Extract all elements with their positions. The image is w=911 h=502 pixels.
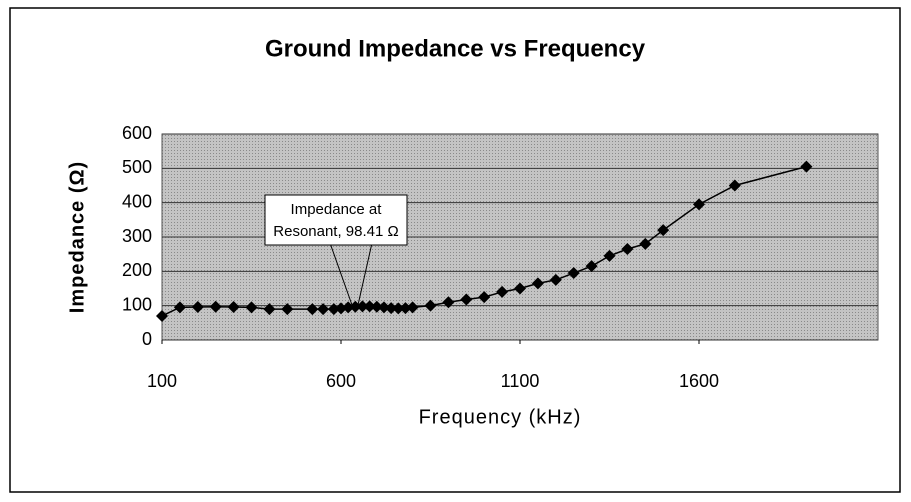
data-point (442, 296, 455, 309)
x-tick-label: 1100 (501, 371, 540, 391)
annotation-leader (357, 242, 373, 306)
data-point (728, 179, 741, 192)
data-point (406, 301, 419, 314)
data-point (399, 302, 412, 315)
data-point (327, 303, 340, 316)
data-point (514, 282, 526, 295)
data-point (567, 267, 580, 280)
data-point (377, 301, 390, 314)
data-point (549, 273, 562, 286)
data-point (317, 303, 330, 316)
data-point (385, 302, 398, 315)
data-point (496, 285, 509, 298)
data-point (306, 303, 319, 316)
y-tick-label: 100 (122, 294, 152, 314)
annotation-box (264, 194, 408, 246)
data-point (342, 301, 355, 314)
x-tick-label: 100 (147, 371, 177, 391)
data-point (245, 301, 258, 314)
data-point (531, 277, 544, 290)
data-point (478, 291, 491, 304)
data-point (370, 300, 383, 313)
data-point (335, 302, 347, 315)
y-tick-label: 400 (122, 191, 152, 211)
annotation-text: Resonant, 98.41 Ω (273, 223, 398, 240)
data-point (693, 198, 705, 211)
data-point (281, 303, 294, 316)
chart-title: Ground Impedance vs Frequency (265, 35, 646, 62)
y-tick-label: 200 (122, 260, 152, 280)
data-point (800, 160, 813, 173)
annotation-leader (329, 242, 353, 306)
data-point (263, 303, 276, 316)
data-point (460, 293, 473, 306)
annotation-text: Impedance at (291, 201, 383, 218)
data-point (585, 260, 598, 273)
data-point (227, 301, 240, 314)
data-point (657, 224, 670, 237)
x-axis-title: Frequency (kHz) (419, 406, 582, 428)
data-point (209, 300, 222, 313)
data-point (424, 299, 437, 312)
data-point (156, 309, 168, 322)
y-tick-label: 300 (122, 226, 152, 246)
data-point (639, 237, 652, 250)
data-point (363, 300, 376, 313)
x-tick-label: 600 (326, 371, 356, 391)
data-point (356, 300, 369, 313)
y-tick-label: 600 (122, 123, 152, 143)
y-tick-label: 500 (122, 157, 152, 177)
y-axis-title: Impedance (Ω) (66, 161, 88, 313)
data-point (603, 249, 616, 262)
y-tick-label: 0 (142, 329, 152, 349)
data-point (392, 302, 405, 315)
data-point (173, 301, 186, 314)
data-point (191, 301, 204, 314)
x-tick-label: 1600 (679, 371, 719, 391)
data-point (621, 243, 634, 256)
